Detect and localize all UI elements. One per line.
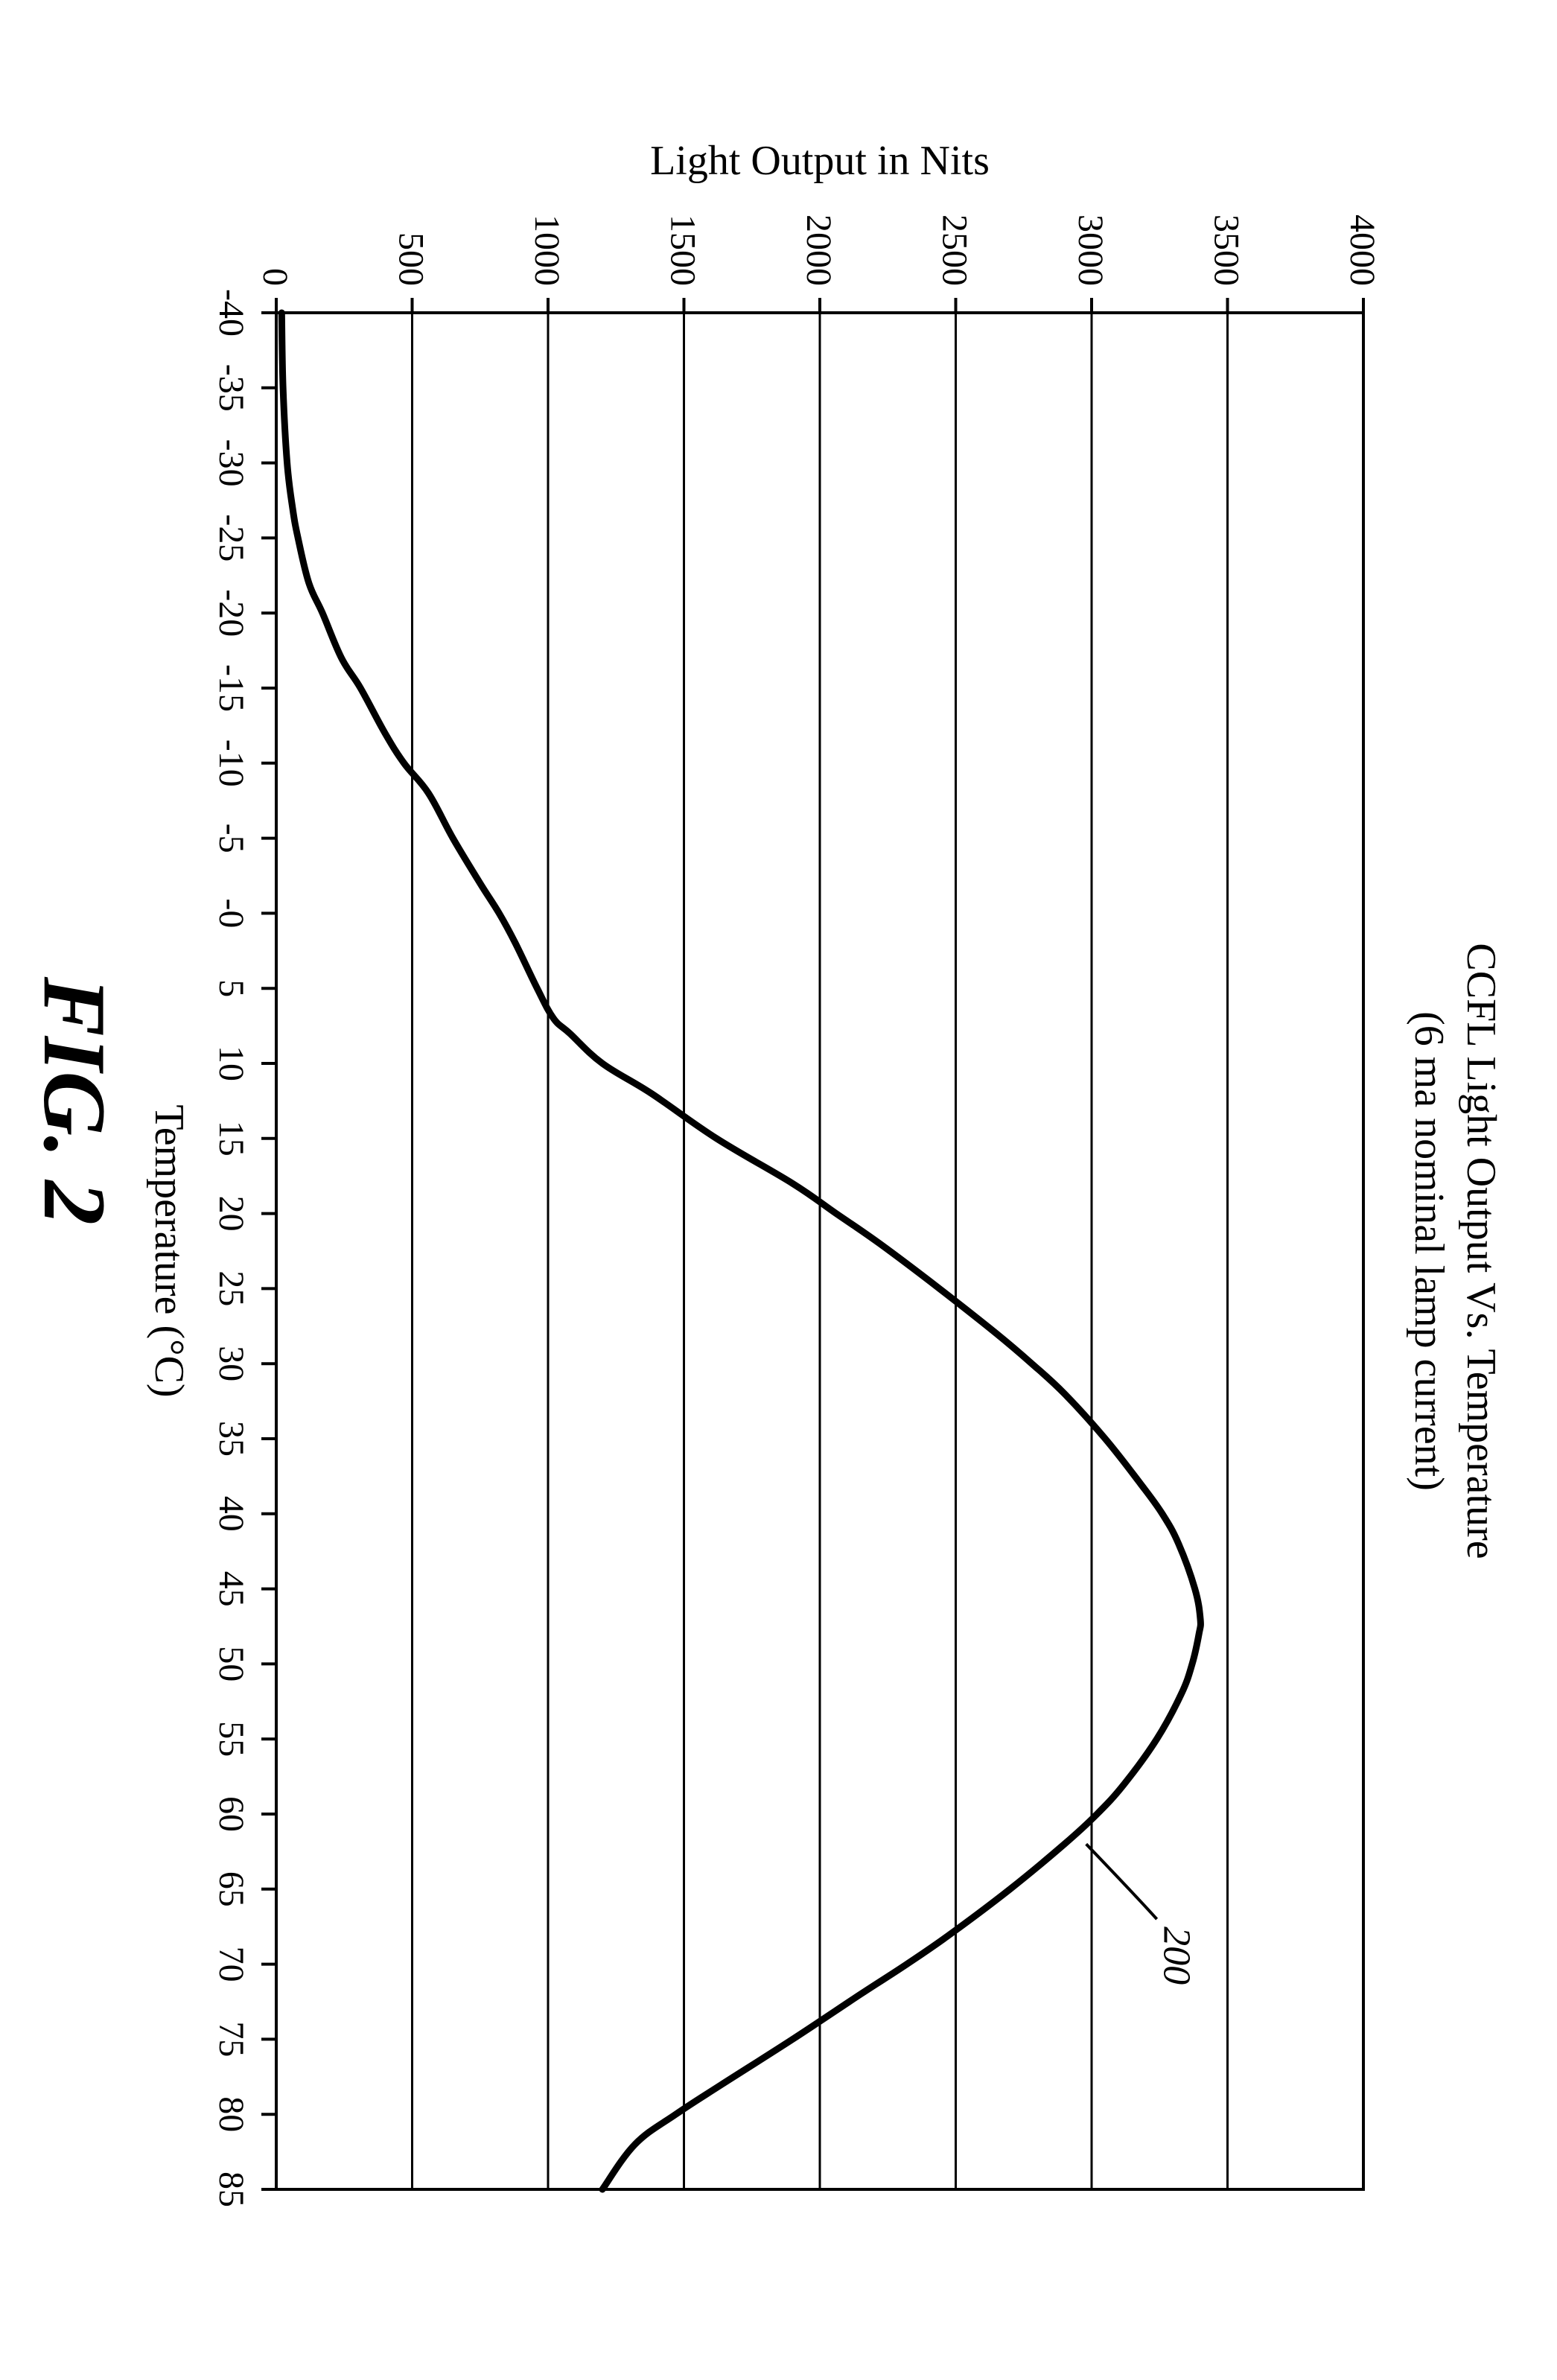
xtick-label: -15 [211,664,251,712]
xtick-label: -40 [211,289,251,337]
xtick-label: 70 [211,1947,251,1982]
xtick-label: 25 [211,1270,251,1306]
ytick-label: 2500 [935,214,975,286]
xtick-label: -20 [211,589,251,637]
xtick-label: -10 [211,739,251,787]
series-label: 200 [1156,1926,1198,1985]
chart-title-line1: CCFL Light Output Vs. Temperature [1458,943,1504,1559]
xtick-label: -35 [211,364,251,412]
xtick-label: 65 [211,1871,251,1907]
ytick-label: 0 [255,268,295,286]
xtick-label: 50 [211,1646,251,1681]
ytick-label: 2000 [799,214,838,286]
chart-container: CCFL Light Output Vs. Temperature(6 ma n… [0,0,1557,2380]
ytick-label: 1500 [663,214,703,286]
chart-svg: CCFL Light Output Vs. Temperature(6 ma n… [0,0,1557,2380]
ytick-label: 500 [392,232,431,286]
ytick-label: 3000 [1071,214,1110,286]
xtick-label: 35 [211,1421,251,1457]
xtick-label: -25 [211,514,251,561]
ytick-label: 1000 [527,214,567,286]
y-axis-label: Light Output in Nits [650,138,990,184]
x-axis-label: Temperature (°C) [146,1104,192,1397]
xtick-label: 85 [211,2171,251,2207]
xtick-label: 20 [211,1196,251,1232]
xtick-label: -0 [211,898,251,928]
ytick-label: 4000 [1343,214,1382,286]
xtick-label: 60 [211,1796,251,1832]
xtick-label: 15 [211,1121,251,1156]
ytick-label: 3500 [1207,214,1246,286]
chart-title-line2: (6 ma nominal lamp current) [1406,1011,1452,1491]
xtick-label: 55 [211,1721,251,1757]
xtick-label: 10 [211,1046,251,1081]
xtick-label: 40 [211,1496,251,1532]
xtick-label: 5 [211,979,251,997]
xtick-label: -5 [211,824,251,853]
xtick-label: -30 [211,439,251,487]
xtick-label: 75 [211,2021,251,2057]
xtick-label: 80 [211,2096,251,2132]
xtick-label: 30 [211,1346,251,1381]
xtick-label: 45 [211,1571,251,1607]
figure-label: FIG. 2 [25,976,124,1225]
